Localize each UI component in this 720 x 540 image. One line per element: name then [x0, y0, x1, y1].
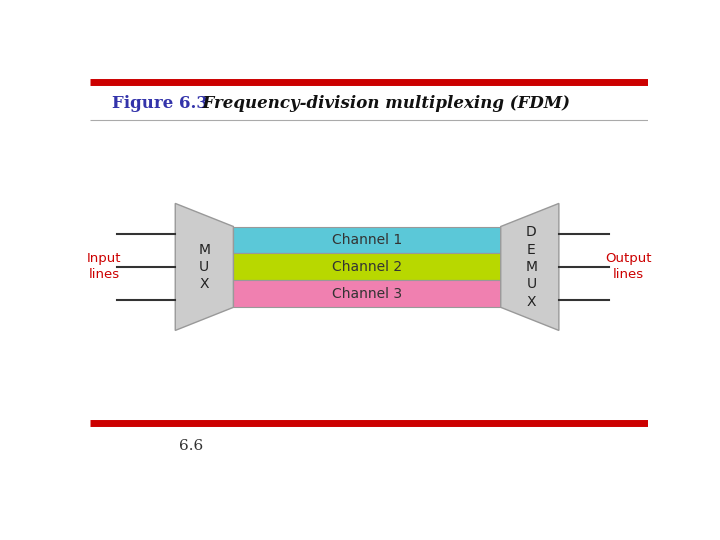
Text: Output
lines: Output lines — [606, 252, 652, 281]
Text: Figure 6.3: Figure 6.3 — [112, 95, 207, 112]
Text: Channel 1: Channel 1 — [332, 233, 402, 247]
Bar — [233, 280, 500, 307]
Text: D
E
M
U
X: D E M U X — [526, 225, 537, 308]
Text: 6.6: 6.6 — [179, 439, 203, 453]
Bar — [233, 253, 500, 280]
Bar — [233, 226, 500, 253]
Text: M
U
X: M U X — [198, 242, 210, 291]
Polygon shape — [500, 204, 559, 330]
Text: Channel 2: Channel 2 — [332, 260, 402, 274]
Polygon shape — [175, 204, 233, 330]
Text: Channel 3: Channel 3 — [332, 287, 402, 301]
Text: Frequency-division multiplexing (FDM): Frequency-division multiplexing (FDM) — [191, 95, 570, 112]
Text: Input
lines: Input lines — [86, 252, 121, 281]
